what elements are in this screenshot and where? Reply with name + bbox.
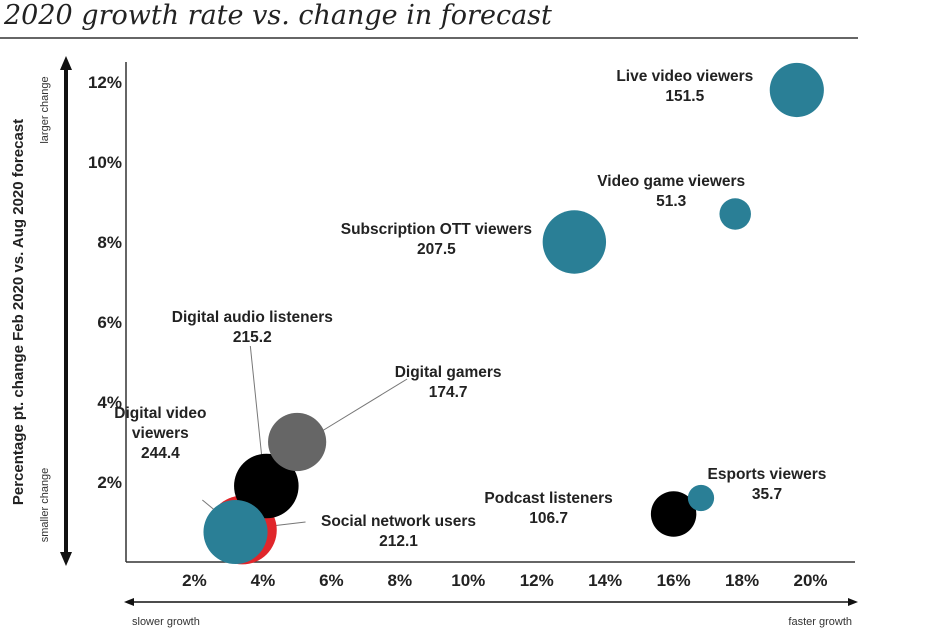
leader-line <box>249 345 263 463</box>
bubble-label: Digital video viewers 244.4 <box>114 405 206 462</box>
bubble <box>542 210 607 274</box>
x-tick-label: 8% <box>388 571 413 590</box>
bubble-label-name: Live video viewers <box>616 68 753 85</box>
x-tick-label: 6% <box>319 571 344 590</box>
bubble-label-name: Digital audio listeners <box>172 309 333 326</box>
bubble-label-name: Digital video <box>114 405 206 422</box>
bubble-label-value: 212.1 <box>379 533 418 550</box>
bubble <box>268 412 327 472</box>
y-tick-label: 6% <box>97 313 122 332</box>
bubble <box>719 198 751 230</box>
bubble-label: Social network users 212.1 <box>321 513 476 550</box>
bubble-label-value: 35.7 <box>752 486 782 503</box>
bubble <box>203 499 268 565</box>
bubble-label-value: 151.5 <box>665 88 704 105</box>
bubble-label-name: Digital gamers <box>395 364 502 381</box>
bubble-label: Live video viewers 151.5 <box>616 68 753 105</box>
leader-line <box>271 521 306 527</box>
bubble-label-name: Video game viewers <box>597 173 745 190</box>
bubble-label-value: 215.2 <box>233 329 272 346</box>
x-tick-label: 2% <box>182 571 207 590</box>
bubble <box>769 62 824 118</box>
bubble-label-name: Social network users <box>321 513 476 530</box>
x-tick-labels: 2% 4% 6% 8% 10% 12% 14% 16% 18% 20% <box>182 571 827 590</box>
bubble-label-value: 174.7 <box>429 384 468 401</box>
y-top-note: larger change <box>39 76 51 143</box>
x-arrow-head-left <box>124 598 134 606</box>
y-tick-label: 4% <box>97 393 122 412</box>
x-tick-label: 16% <box>657 571 691 590</box>
bubbles <box>203 62 824 565</box>
x-tick-label: 18% <box>725 571 759 590</box>
leader-line <box>316 378 408 435</box>
y-tick-label: 12% <box>88 73 122 92</box>
bubble <box>650 491 697 537</box>
bubble-label: Video game viewers 51.3 <box>597 173 745 210</box>
x-tick-label: 20% <box>793 571 827 590</box>
bubble-label-value: 51.3 <box>656 193 687 210</box>
bubble-label: Podcast listeners 106.7 <box>484 490 612 527</box>
bubble <box>234 453 299 519</box>
x-tick-label: 14% <box>588 571 622 590</box>
y-axis-label: Percentage pt. change Feb 2020 vs. Aug 2… <box>10 119 27 505</box>
x-tick-label: 10% <box>451 571 485 590</box>
bubble-label-value: 244.4 <box>141 445 180 462</box>
bubble-label: Digital audio listeners 215.2 <box>172 309 333 346</box>
bubble-label: Digital gamers 174.7 <box>395 364 502 401</box>
y-tick-label: 8% <box>97 233 122 252</box>
bubble-label: Esports viewers 35.7 <box>708 466 827 503</box>
bubble-label-name: viewers <box>132 425 189 442</box>
y-arrow-head-bottom <box>60 552 72 566</box>
y-arrow-head-top <box>60 56 72 70</box>
y-tick-label: 2% <box>97 473 122 492</box>
bubble-label-name: Podcast listeners <box>484 490 612 507</box>
bubble-labels: Live video viewers 151.5 Video game viewer… <box>114 68 826 550</box>
y-tick-label: 10% <box>88 153 122 172</box>
y-bottom-note: smaller change <box>39 468 51 543</box>
bubble <box>687 484 715 512</box>
x-tick-label: 12% <box>520 571 554 590</box>
x-tick-label: 4% <box>251 571 276 590</box>
x-arrow-head-right <box>848 598 858 606</box>
bubble-label: Subscription OTT viewers 207.5 <box>341 221 532 258</box>
chart-title: 2020 growth rate vs. change in forecast <box>3 0 552 31</box>
bubble-label-value: 106.7 <box>529 510 568 527</box>
bubble-label-value: 207.5 <box>417 241 456 258</box>
y-tick-labels: 2% 4% 6% 8% 10% 12% <box>88 73 122 492</box>
bubble-label-name: Esports viewers <box>708 466 827 483</box>
x-right-note: faster growth <box>788 616 852 628</box>
x-left-note: slower growth <box>132 616 200 628</box>
bubble-label-name: Subscription OTT viewers <box>341 221 532 238</box>
